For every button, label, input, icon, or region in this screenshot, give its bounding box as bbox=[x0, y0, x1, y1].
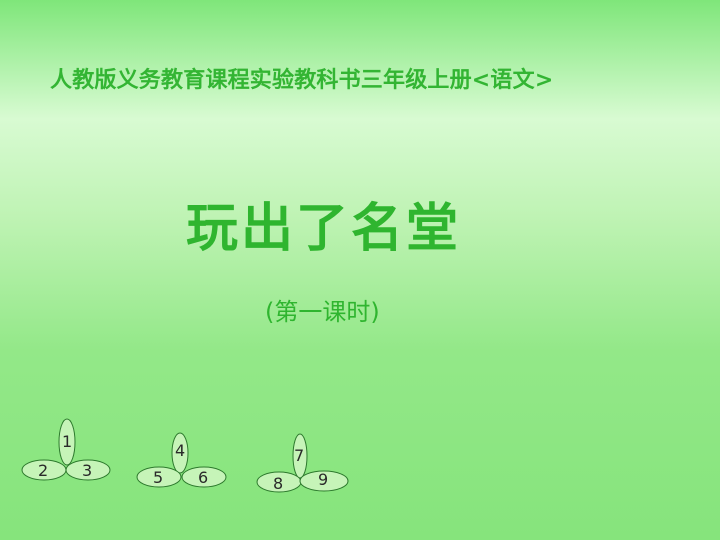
petal-number: 6 bbox=[198, 468, 208, 487]
petal-number: 1 bbox=[62, 432, 72, 451]
petal-left bbox=[136, 466, 182, 488]
petal-number: 5 bbox=[153, 468, 163, 487]
petal-number: 2 bbox=[38, 461, 48, 480]
petal-right bbox=[65, 459, 111, 481]
petal-number: 7 bbox=[294, 446, 304, 465]
petal-number: 8 bbox=[273, 474, 283, 493]
petal-top bbox=[292, 433, 308, 479]
slide-subtitle: (第一课时) bbox=[265, 298, 380, 326]
slide-main-title: 玩出了名堂 bbox=[186, 199, 462, 259]
flower-group-1: 1 2 3 bbox=[21, 418, 111, 481]
petal-number: 4 bbox=[175, 441, 185, 460]
flower-group-3: 7 8 9 bbox=[256, 433, 349, 493]
petal-number: 9 bbox=[318, 470, 328, 489]
petal-number: 3 bbox=[82, 461, 92, 480]
petal-right bbox=[299, 470, 349, 492]
petal-top bbox=[58, 418, 76, 466]
petal-right bbox=[181, 466, 227, 488]
slide-header-title: 人教版义务教育课程实验教科书三年级上册<语文> bbox=[50, 68, 554, 93]
petal-top bbox=[171, 432, 189, 474]
flower-group-2: 4 5 6 bbox=[136, 432, 227, 488]
